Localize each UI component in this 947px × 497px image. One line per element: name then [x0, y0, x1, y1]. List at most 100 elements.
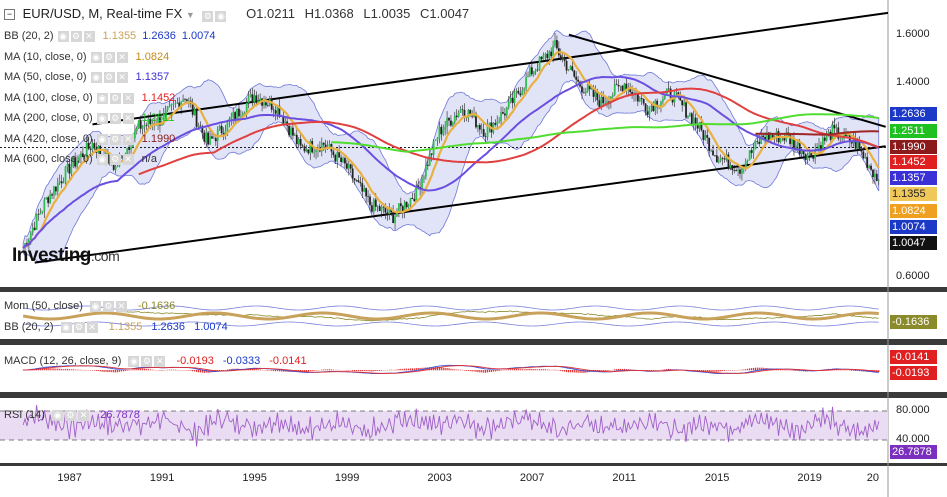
macd-histogram-bar: [564, 370, 566, 372]
candle-body: [723, 158, 726, 160]
candle-body: [415, 185, 418, 202]
price-badge: 1.1357: [890, 171, 937, 185]
macd-histogram-bar: [483, 370, 485, 373]
eye-icon[interactable]: ◉: [96, 113, 108, 125]
toolbar-icons[interactable]: ⚙ ◉: [202, 7, 228, 23]
settings-icon[interactable]: ⚙: [103, 72, 115, 84]
candle-body: [509, 97, 512, 102]
candle-body: [683, 102, 686, 106]
candle-body: [276, 105, 279, 114]
candle-body: [392, 212, 395, 224]
close-icon[interactable]: ✕: [122, 133, 134, 145]
indicator-value: 1.0824: [135, 50, 170, 63]
candle-body: [694, 117, 697, 125]
eye-icon[interactable]: ◉: [128, 356, 140, 368]
macd-histogram-bar: [452, 369, 454, 371]
close-icon[interactable]: ✕: [154, 356, 166, 368]
close-icon[interactable]: ✕: [86, 322, 98, 334]
settings-icon[interactable]: ⚙: [109, 133, 121, 145]
candle-body: [615, 84, 618, 86]
macd-histogram-bar: [74, 369, 76, 371]
candle-body: [382, 206, 385, 208]
settings-icon[interactable]: ⚙: [109, 154, 121, 166]
macd-histogram-bar: [458, 369, 460, 371]
candle-body: [353, 178, 356, 181]
settings-icon[interactable]: ⚙: [102, 301, 114, 313]
candle-body: [297, 138, 300, 145]
candle-body: [631, 92, 633, 95]
candle-body: [56, 182, 59, 192]
candle-body: [521, 90, 524, 96]
settings-icon[interactable]: ⚙: [202, 11, 214, 23]
candle-body: [523, 88, 526, 91]
macd-histogram-bar: [531, 368, 533, 371]
close-icon[interactable]: ✕: [122, 113, 134, 125]
close-icon[interactable]: ✕: [115, 301, 127, 313]
close-icon[interactable]: ✕: [122, 92, 134, 104]
candle-body: [203, 132, 206, 142]
eye-icon[interactable]: ◉: [60, 322, 72, 334]
macd-histogram-bar: [562, 370, 564, 372]
macd-histogram-bar: [779, 369, 782, 371]
candle-body: [209, 136, 211, 145]
macd-histogram-bar: [76, 369, 78, 371]
eye-icon[interactable]: ◉: [52, 410, 64, 422]
candle-body: [272, 109, 275, 111]
macd-histogram-bar: [548, 369, 550, 371]
indicator-controls[interactable]: ◉ ⚙ ✕: [96, 111, 136, 125]
eye-icon[interactable]: ◉: [96, 133, 108, 145]
macd-histogram-bar: [255, 369, 257, 371]
candle-body: [176, 102, 179, 104]
indicator-controls[interactable]: ◉ ⚙ ✕: [57, 29, 97, 43]
candle-body: [207, 132, 210, 145]
settings-icon[interactable]: ⚙: [65, 410, 77, 422]
close-icon[interactable]: ✕: [122, 154, 134, 166]
macd-histogram-bar: [745, 369, 747, 371]
candle-body: [76, 161, 78, 167]
indicator-name: MA (50, close, 0): [4, 71, 87, 83]
macd-histogram-bar: [394, 369, 396, 371]
settings-icon[interactable]: ⚙: [141, 356, 153, 368]
close-icon[interactable]: ✕: [78, 410, 90, 422]
settings-icon[interactable]: ⚙: [73, 322, 85, 334]
candle-body: [338, 152, 341, 158]
settings-icon[interactable]: ⚙: [109, 113, 121, 125]
eye-icon[interactable]: ◉: [90, 72, 102, 84]
rsi-badge: 26.7878: [890, 445, 937, 459]
macd-histogram-bar: [754, 367, 757, 371]
eye-icon[interactable]: ◉: [57, 31, 69, 43]
eye-icon[interactable]: ◉: [215, 11, 227, 23]
indicator-controls[interactable]: ◉ ⚙ ✕: [96, 91, 136, 105]
candle-body: [581, 86, 583, 93]
close-icon[interactable]: ✕: [116, 51, 128, 63]
price-tick: 0.6000: [896, 270, 930, 283]
settings-icon[interactable]: ⚙: [70, 31, 82, 43]
macd-histogram-bar: [124, 370, 126, 372]
eye-icon[interactable]: ◉: [89, 301, 101, 313]
candle-body: [137, 120, 140, 129]
indicator-controls[interactable]: ◉ ⚙ ✕: [90, 70, 130, 84]
candle-body: [162, 113, 165, 123]
macd-histogram-bar: [421, 367, 423, 371]
chevron-down-icon[interactable]: ▼: [185, 10, 195, 20]
macd-histogram-bar: [186, 370, 188, 371]
candle-body: [436, 138, 439, 141]
candle-body: [583, 92, 585, 94]
eye-icon[interactable]: ◉: [90, 51, 102, 63]
collapse-icon[interactable]: −: [4, 9, 15, 21]
close-icon[interactable]: ✕: [116, 72, 128, 84]
eye-icon[interactable]: ◉: [96, 154, 108, 166]
candle-body: [220, 125, 223, 134]
settings-icon[interactable]: ⚙: [109, 92, 121, 104]
macd-histogram-bar: [722, 370, 724, 372]
indicator-controls[interactable]: ◉ ⚙ ✕: [96, 152, 136, 166]
time-tick: 2003: [427, 472, 452, 484]
indicator-controls[interactable]: ◉ ⚙ ✕: [96, 132, 136, 146]
eye-icon[interactable]: ◉: [96, 92, 108, 104]
indicator-controls[interactable]: ◉ ⚙ ✕: [90, 50, 130, 64]
settings-icon[interactable]: ⚙: [103, 51, 115, 63]
close-icon[interactable]: ✕: [83, 31, 95, 43]
candle-body: [230, 117, 233, 119]
candle-body: [442, 129, 445, 135]
